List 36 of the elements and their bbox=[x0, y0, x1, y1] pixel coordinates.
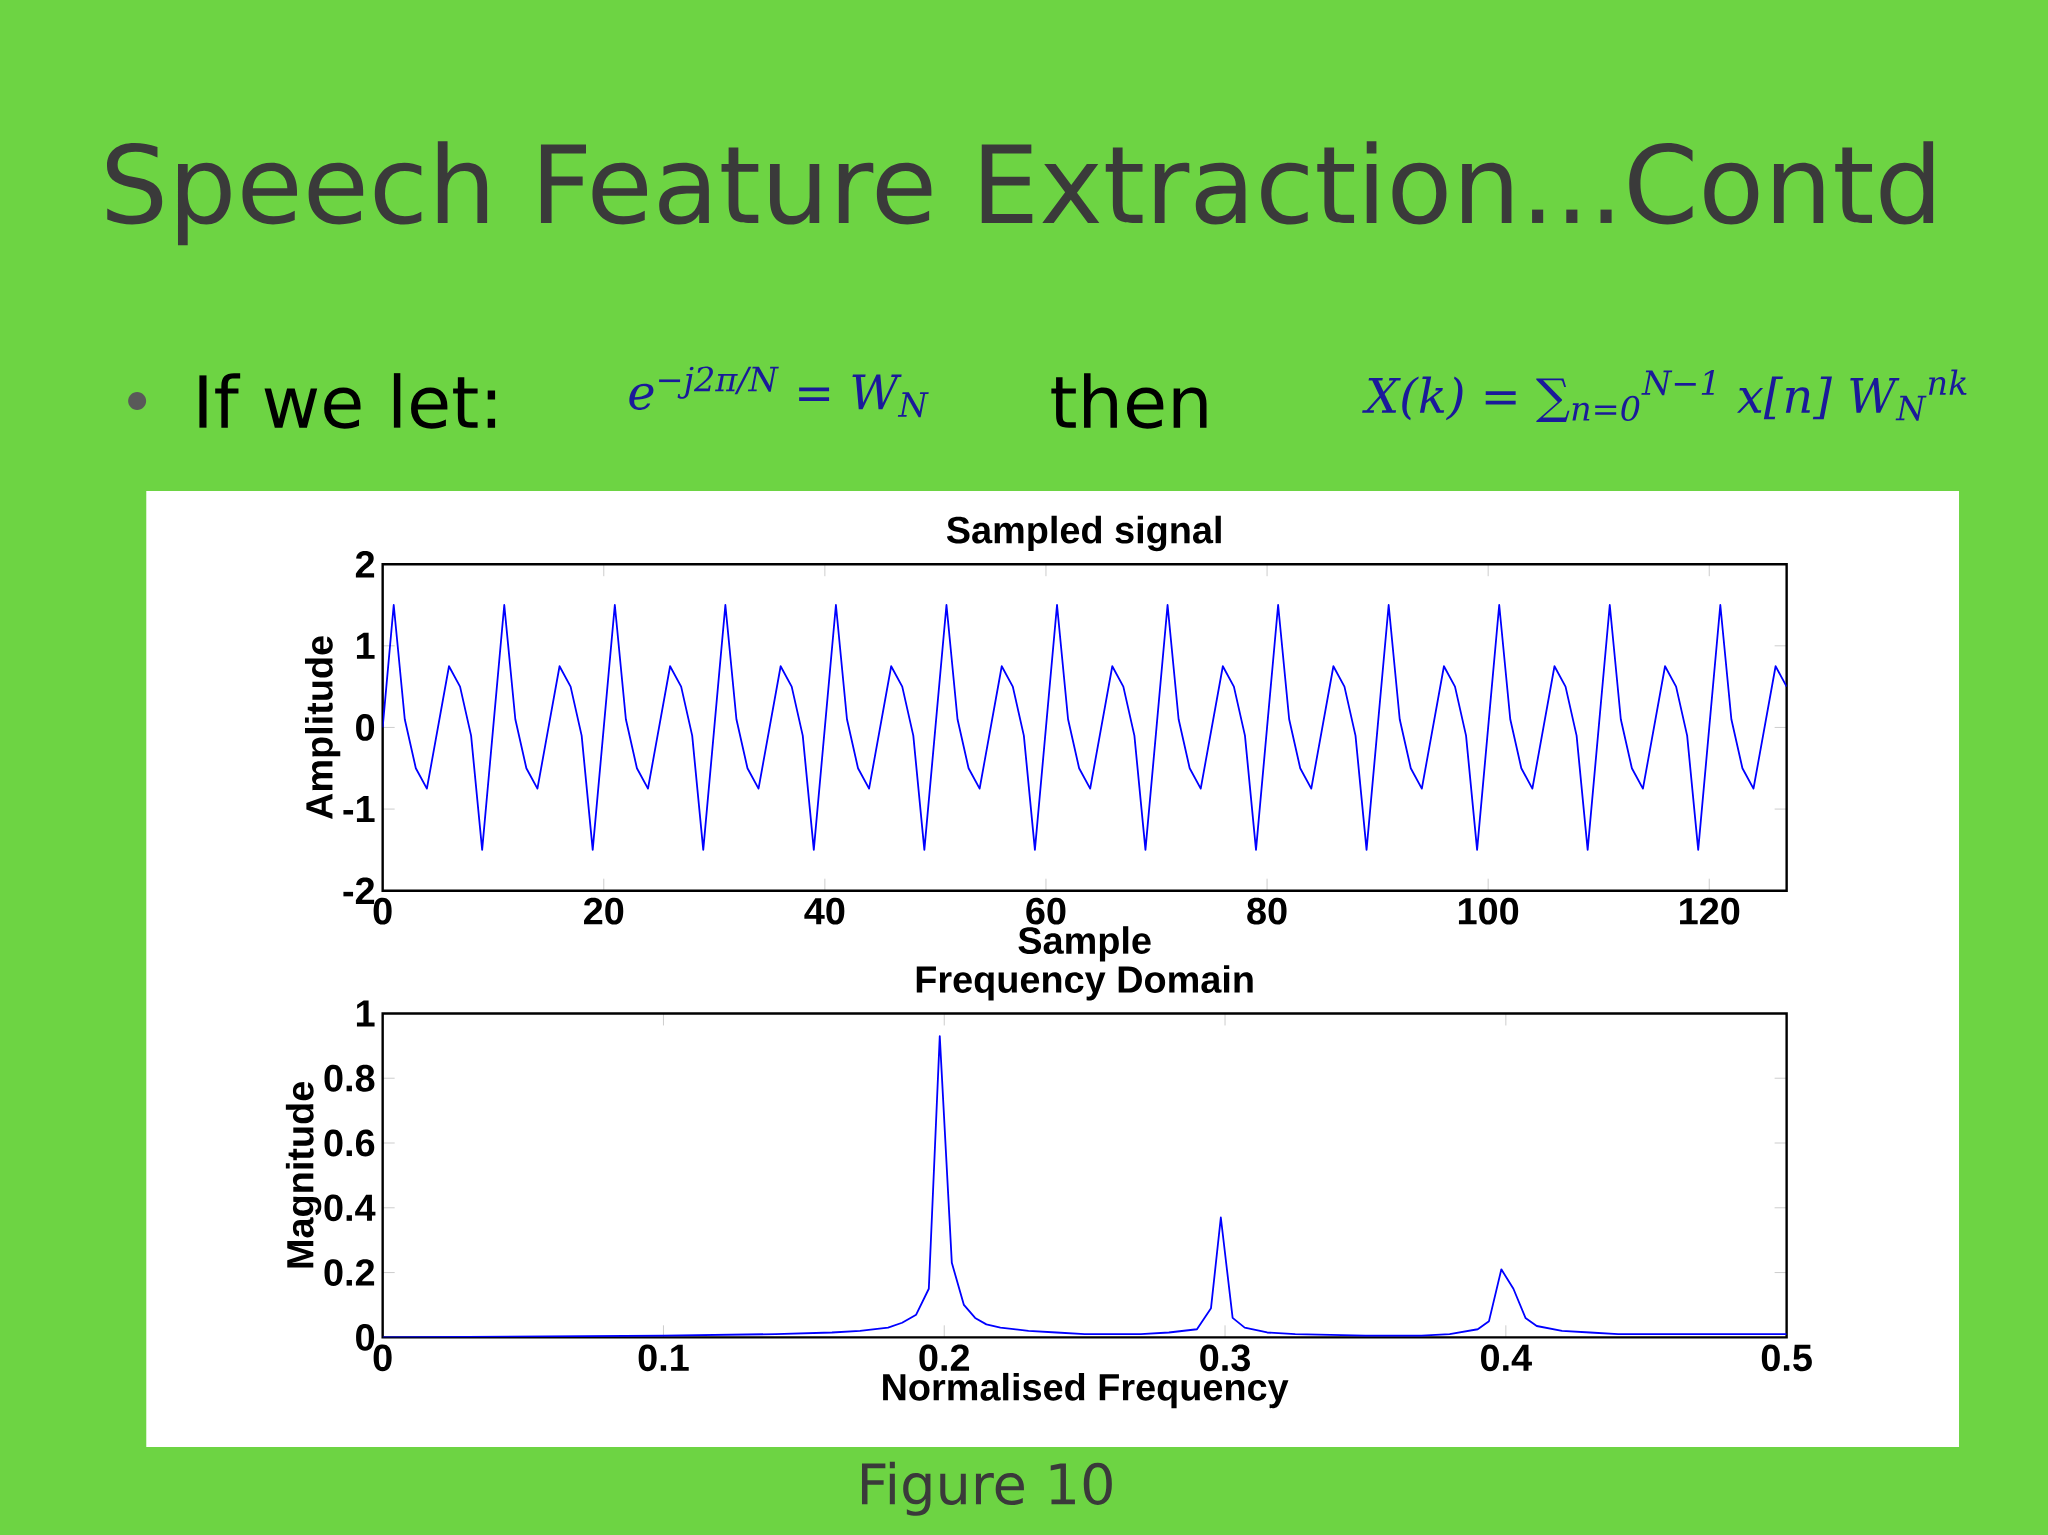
text: e$^{−j2π/N}$ = W$_{N}$ bbox=[629, 366, 929, 418]
text: X(k) = ∑$_{n=0}$$^{N−1}$ x[n] W$_{N}$nk bbox=[1362, 369, 1967, 423]
x-tick-label: 0.3 bbox=[1200, 1344, 1250, 1372]
x-tick-label: 0.2 bbox=[919, 1344, 970, 1372]
x-tick-label: 40 bbox=[804, 897, 845, 925]
text: Speech Feature Extraction...Contd bbox=[106, 141, 1934, 246]
y-tick-label: -1 bbox=[343, 796, 375, 823]
y-tick-label: 0 bbox=[356, 714, 375, 741]
x-tick-label: 0 bbox=[373, 1344, 392, 1372]
x-axis-title: Normalised Frequency bbox=[883, 1372, 1289, 1409]
x-tick-label: 0 bbox=[373, 897, 392, 925]
x-tick-label: 0.1 bbox=[638, 1344, 689, 1372]
x-tick-label: 20 bbox=[584, 897, 624, 925]
x-tick-label: 100 bbox=[1458, 897, 1519, 925]
x-tick-label: 0.4 bbox=[1481, 1344, 1532, 1372]
y-tick-label: -2 bbox=[343, 877, 375, 904]
y-tick-label: 2 bbox=[355, 550, 375, 578]
x-tick-label: 120 bbox=[1680, 897, 1740, 925]
text: If we let: bbox=[199, 373, 496, 429]
y-tick-label: 0.8 bbox=[324, 1064, 375, 1092]
x-tick-label: 60 bbox=[1026, 897, 1066, 925]
caption: Figure 10 bbox=[861, 1461, 1112, 1516]
y-tick-label: 0.2 bbox=[324, 1259, 375, 1286]
y-tick-label: 1 bbox=[356, 1000, 375, 1027]
x-tick-label: 80 bbox=[1247, 897, 1287, 925]
x-axis-title: Sample bbox=[1018, 926, 1151, 962]
chart-title: Frequency Domain bbox=[916, 965, 1253, 1001]
chart-title: Sampled signal bbox=[946, 515, 1221, 552]
y-tick-label: 0.6 bbox=[324, 1129, 375, 1157]
y-tick-label: 0 bbox=[356, 1323, 375, 1351]
text: then bbox=[1051, 373, 1207, 429]
y-tick-label: 1 bbox=[356, 632, 375, 659]
y-axis-title: Magnitude bbox=[285, 1082, 322, 1268]
y-axis-title: Amplitude bbox=[304, 636, 341, 820]
y-tick-label: 0.4 bbox=[324, 1194, 376, 1222]
x-tick-label: 0.5 bbox=[1761, 1344, 1812, 1372]
